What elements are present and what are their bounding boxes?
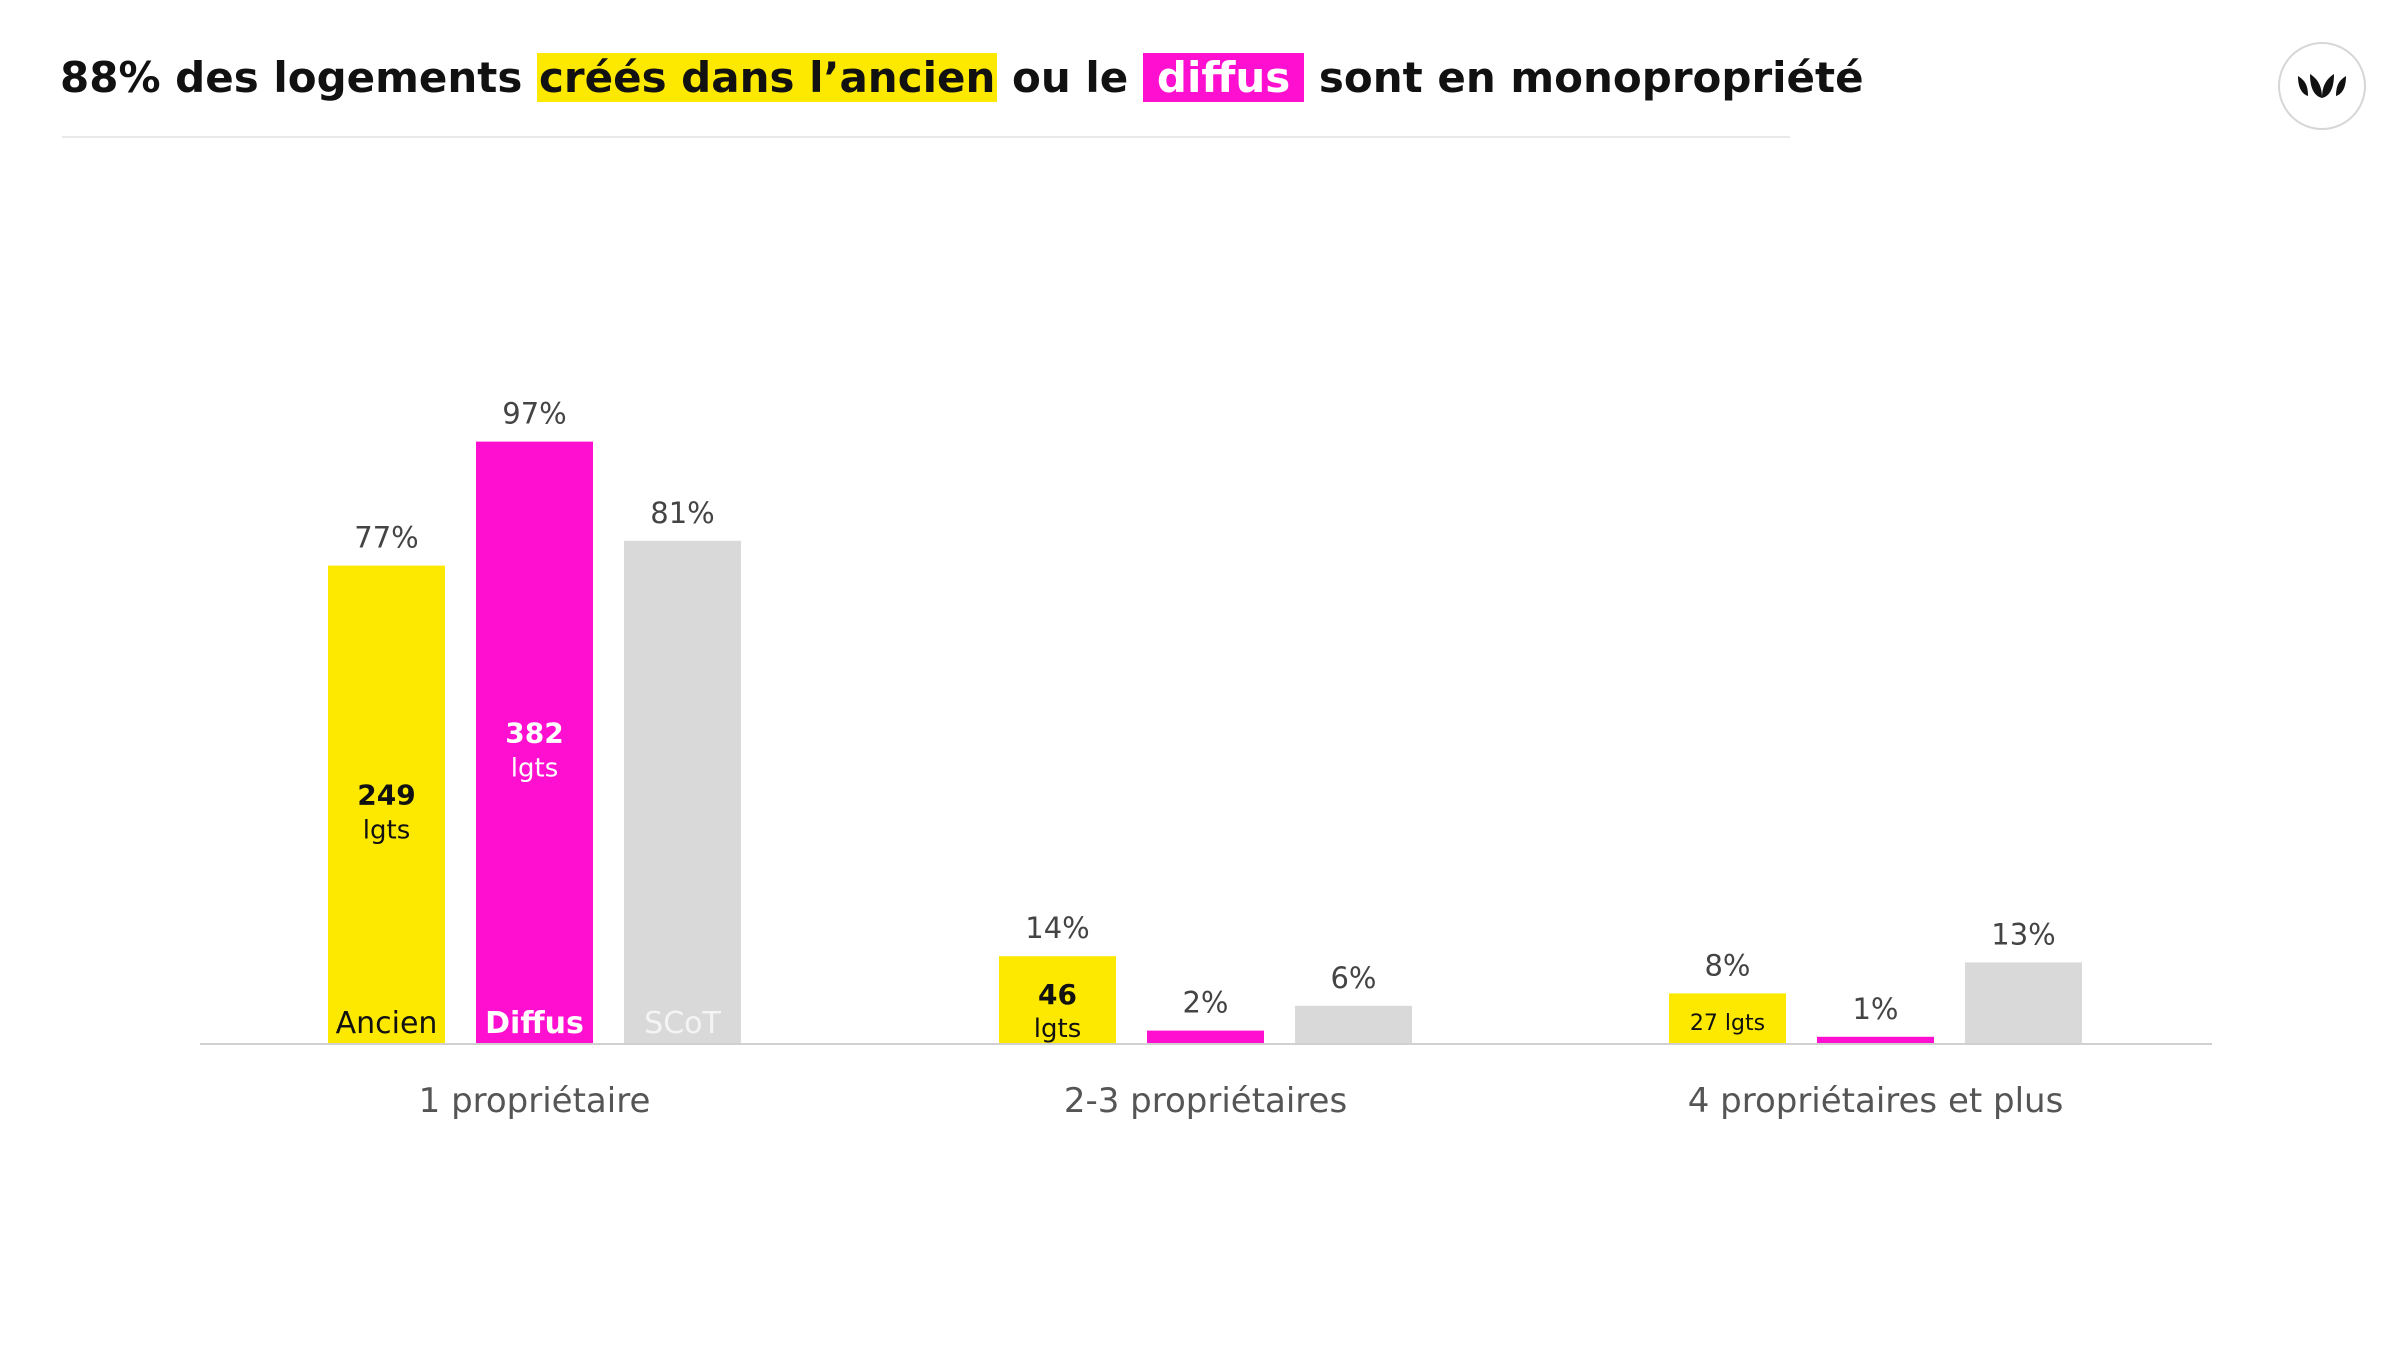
bar-scot-1 — [624, 540, 741, 1043]
count-label-ancien-2: 46 — [1038, 978, 1077, 1011]
count-label-ancien-3: 27 lgts — [1690, 1011, 1765, 1036]
series-label-diffus: Diffus — [485, 1006, 584, 1041]
title-highlight-ancien: créés dans l’ancien — [536, 53, 998, 102]
series-label-scot: SCoT — [644, 1006, 721, 1041]
count-label-ancien-1: 249 — [357, 778, 415, 811]
series-label-ancien: Ancien — [336, 1006, 438, 1041]
bar-diffus-2 — [1147, 1030, 1264, 1043]
value-label-ancien-1: 77% — [354, 521, 418, 555]
category-label-1: 1 propriétaire — [419, 1081, 651, 1121]
value-label-scot-2: 6% — [1330, 961, 1376, 995]
category-label-2: 2-3 propriétaires — [1064, 1081, 1347, 1121]
value-label-scot-1: 81% — [650, 496, 714, 530]
bar-ancien-1 — [328, 565, 445, 1043]
value-label-scot-3: 13% — [1991, 917, 2055, 951]
value-label-diffus-1: 97% — [502, 397, 566, 431]
title-divider — [62, 136, 1790, 138]
title-part-2: ou le — [997, 53, 1143, 102]
category-label-3: 4 propriétaires et plus — [1688, 1081, 2064, 1121]
count-label-diffus-1: 382 — [505, 716, 563, 749]
bar-ancien-3 — [1669, 993, 1786, 1043]
count-unit-diffus-1: lgts — [511, 753, 558, 783]
page-title: 88% des logements créés dans l’ancien ou… — [60, 48, 1864, 108]
bar-ancien-2 — [999, 956, 1116, 1043]
bar-scot-2 — [1295, 1005, 1412, 1043]
count-unit-ancien-2: lgts — [1034, 1014, 1081, 1044]
bar-scot-3 — [1965, 962, 2082, 1043]
leaf-logo-icon — [2278, 42, 2366, 130]
title-highlight-diffus: diffus — [1142, 53, 1305, 102]
value-label-ancien-3: 8% — [1704, 948, 1750, 982]
value-label-diffus-2: 2% — [1182, 986, 1228, 1020]
bar-diffus-3 — [1817, 1036, 1934, 1043]
value-label-diffus-3: 1% — [1852, 992, 1898, 1026]
title-part-1: 88% des logements — [60, 53, 537, 102]
leaf-logo-svg — [2298, 74, 2346, 98]
title-part-3: sont en monopropriété — [1304, 53, 1864, 102]
count-unit-ancien-1: lgts — [363, 815, 410, 845]
value-label-ancien-2: 14% — [1025, 911, 1089, 945]
bar-diffus-1 — [476, 441, 593, 1044]
